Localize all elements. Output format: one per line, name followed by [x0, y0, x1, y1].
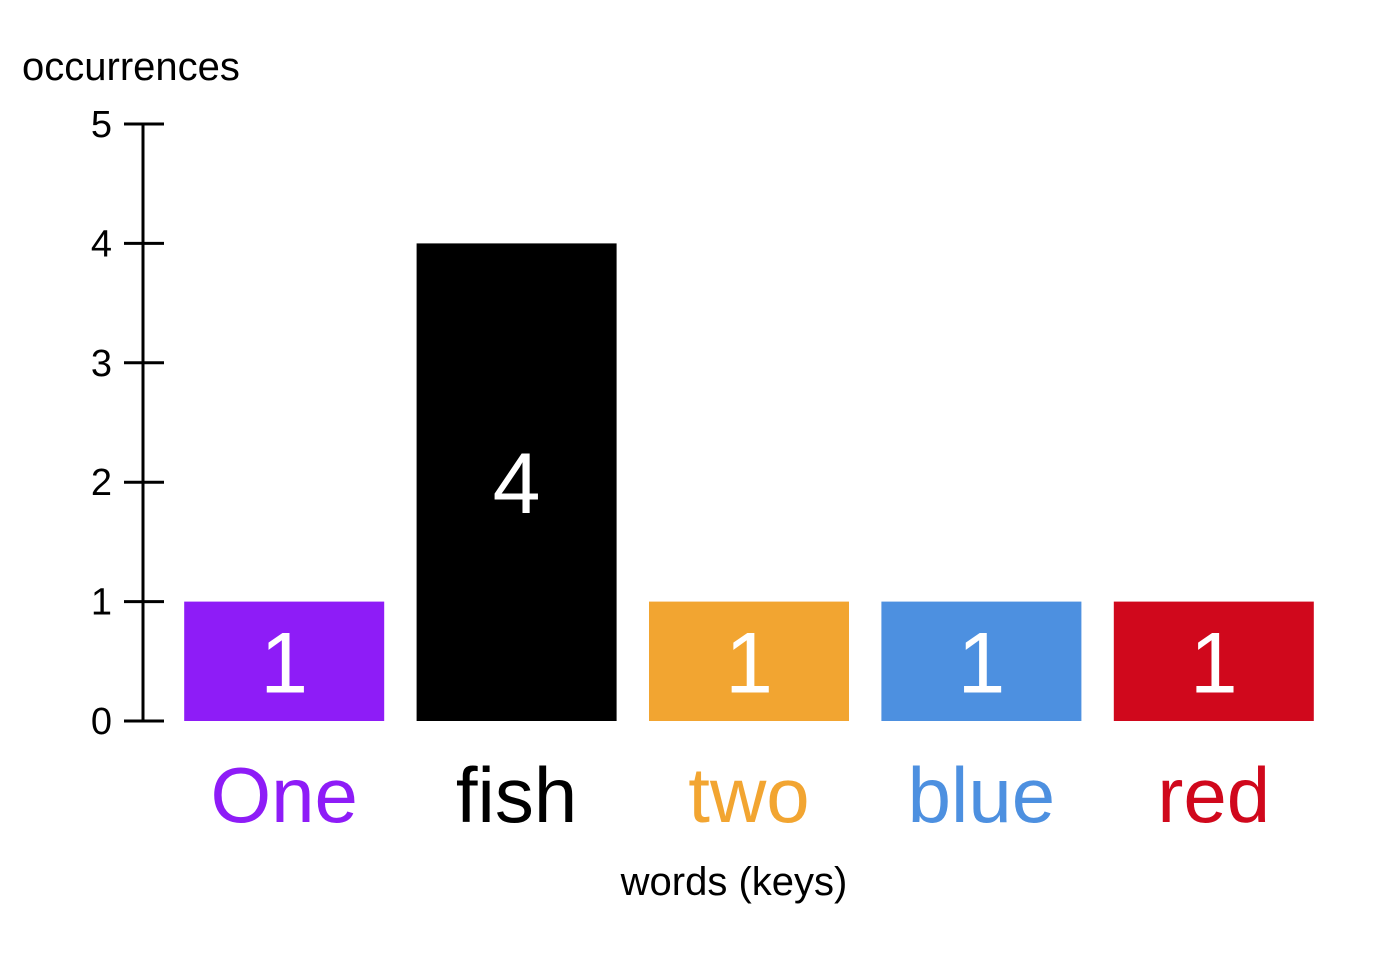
- bar-blue: [881, 601, 1082, 721]
- y-axis-label: occurrences: [22, 45, 240, 89]
- bar-fish: [416, 243, 617, 721]
- data-labels: 1 4 1 1 1: [260, 436, 1237, 711]
- y-tick-label: 5: [91, 104, 112, 146]
- x-axis-label: words (keys): [620, 860, 848, 904]
- category-label-blue: blue: [908, 751, 1055, 839]
- bar-red: [1113, 601, 1314, 721]
- category-label-one: One: [210, 751, 357, 839]
- y-tick-label: 2: [91, 462, 112, 504]
- bars: [184, 243, 1314, 721]
- category-label-red: red: [1157, 751, 1270, 839]
- data-label: 1: [260, 615, 308, 711]
- y-axis-ticks: 0 1 2 3 4 5: [91, 104, 164, 743]
- y-tick-label: 4: [91, 223, 112, 265]
- y-tick-label: 1: [91, 582, 112, 624]
- y-tick-label: 3: [91, 343, 112, 385]
- data-label: 1: [725, 615, 773, 711]
- data-label: 4: [493, 436, 541, 532]
- bar-two: [649, 601, 849, 721]
- bar-one: [184, 601, 385, 721]
- data-label: 1: [957, 615, 1005, 711]
- category-label-fish: fish: [456, 751, 577, 839]
- y-tick-label: 0: [91, 701, 112, 743]
- category-label-two: two: [688, 751, 809, 839]
- category-labels: One fish two blue red: [210, 751, 1270, 839]
- data-label: 1: [1190, 615, 1238, 711]
